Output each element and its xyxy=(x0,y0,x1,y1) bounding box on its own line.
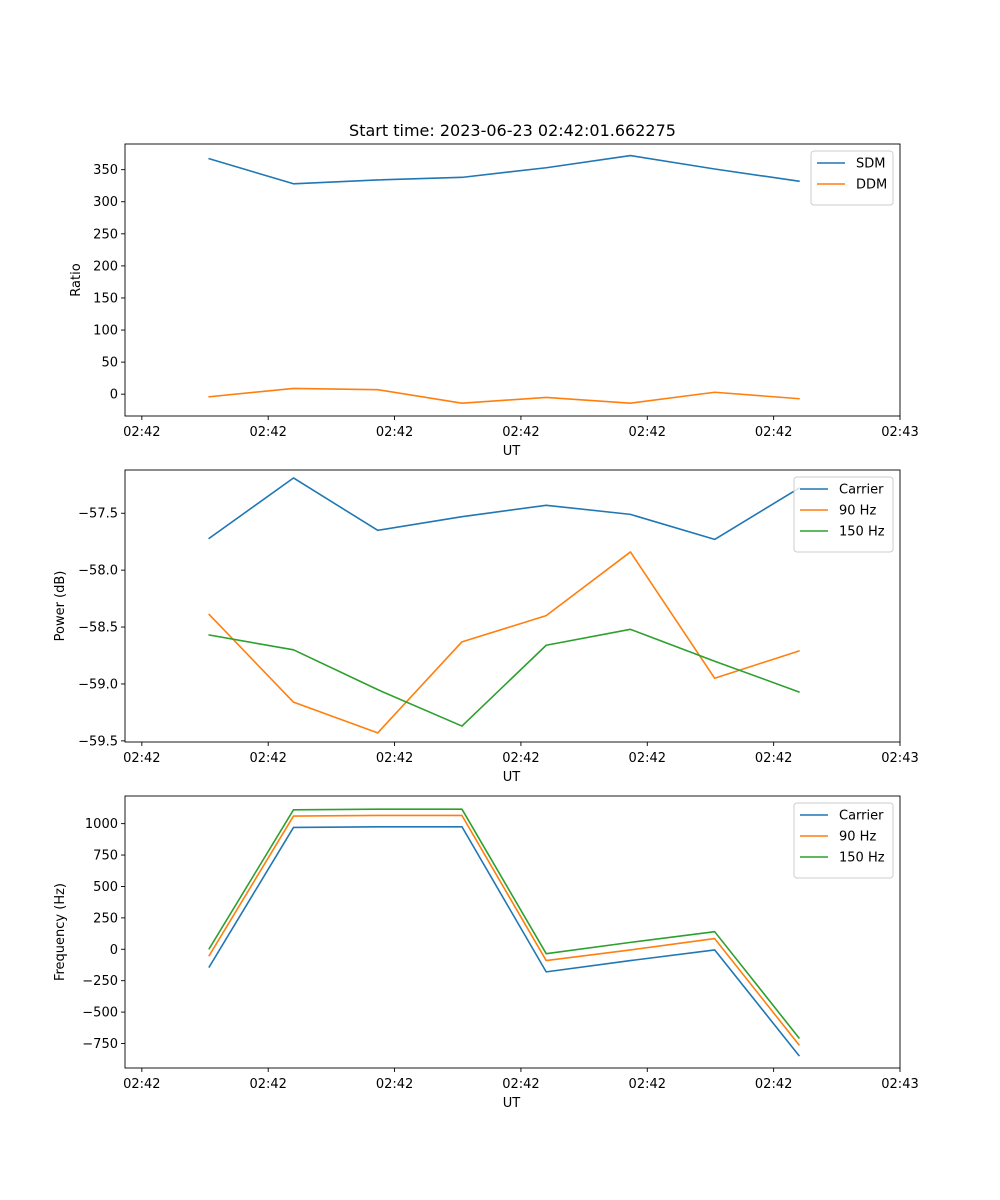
x-tick-label: 02:42 xyxy=(249,1077,286,1092)
x-tick-label: 02:42 xyxy=(629,425,666,440)
legend-frame xyxy=(810,150,894,206)
chart-panel-1: 02:42 02:42 02:42 02:42 02:42 02:42 02:43 0 50 10… xyxy=(69,143,919,459)
chart-panels: 02:42 02:42 02:42 02:42 02:42 02:42 02:43 0 50 10… xyxy=(53,143,919,1111)
x-tick-label: 02:42 xyxy=(376,1077,413,1092)
x-tick-label: 02:43 xyxy=(881,751,918,766)
x-tick-label: 02:42 xyxy=(502,751,539,766)
axes-frame xyxy=(124,469,901,743)
x-tick-label: 02:42 xyxy=(123,425,160,440)
x-axis-label: UT xyxy=(503,770,521,785)
y-tick-label: 50 xyxy=(101,356,118,371)
x-tick-label: 02:43 xyxy=(881,425,918,440)
legend-label: 90 Hz xyxy=(839,830,876,845)
series-line-90-hz xyxy=(208,814,801,1046)
legend: SDM DDM xyxy=(810,150,894,206)
y-tick-label: −57.5 xyxy=(78,507,118,522)
y-tick-label: −750 xyxy=(82,1037,118,1052)
series-line-ddm xyxy=(208,387,800,404)
x-tick-label: 02:42 xyxy=(249,751,286,766)
legend-label: 150 Hz xyxy=(839,525,885,540)
chart-panel-2: 02:42 02:42 02:42 02:42 02:42 02:42 02:43 −59.5… xyxy=(53,469,919,785)
series-line-carrier xyxy=(208,477,801,541)
y-tick-label: 200 xyxy=(93,259,118,274)
x-tick-label: 02:42 xyxy=(629,1077,666,1092)
series-line-150-hz xyxy=(208,808,801,1039)
chart-panel-3: 02:42 02:42 02:42 02:42 02:42 02:42 02:43 −750 −… xyxy=(53,795,919,1111)
series-line-150-hz xyxy=(208,628,800,727)
y-axis-label: Frequency (Hz) xyxy=(53,883,68,981)
y-tick-label: 250 xyxy=(93,227,118,242)
series-line-sdm xyxy=(208,154,800,185)
x-tick-label: 02:42 xyxy=(755,425,792,440)
y-tick-label: −500 xyxy=(82,1006,118,1021)
series-line-carrier xyxy=(208,825,801,1057)
x-axis-label: UT xyxy=(503,444,521,459)
axes-frame xyxy=(124,143,901,417)
x-tick-label: 02:42 xyxy=(755,751,792,766)
legend-label: SDM xyxy=(856,157,885,172)
x-axis-label: UT xyxy=(503,1096,521,1111)
y-tick-label: 100 xyxy=(93,324,118,339)
legend-label: DDM xyxy=(856,178,887,193)
legend-frame xyxy=(793,802,894,879)
y-tick-label: −250 xyxy=(82,974,118,989)
legend-label: Carrier xyxy=(839,483,884,498)
y-tick-label: 0 xyxy=(110,943,118,958)
y-tick-label: 0 xyxy=(110,388,118,403)
y-tick-label: 750 xyxy=(93,849,118,864)
y-axis-label: Power (dB) xyxy=(53,571,68,642)
y-tick-label: −58.0 xyxy=(78,564,118,579)
y-tick-label: −58.5 xyxy=(78,621,118,636)
y-tick-label: 150 xyxy=(93,291,118,306)
legend-label: Carrier xyxy=(839,809,884,824)
x-tick-label: 02:42 xyxy=(123,751,160,766)
x-tick-label: 02:42 xyxy=(755,1077,792,1092)
x-tick-label: 02:42 xyxy=(502,425,539,440)
x-tick-label: 02:42 xyxy=(123,1077,160,1092)
y-tick-label: 500 xyxy=(93,880,118,895)
legend-label: 90 Hz xyxy=(839,504,876,519)
legend-frame xyxy=(793,476,894,553)
y-tick-label: −59.5 xyxy=(78,734,118,749)
y-tick-label: 350 xyxy=(93,163,118,178)
axes-frame xyxy=(124,795,901,1069)
legend: Carrier 90 Hz 150 Hz xyxy=(793,802,894,879)
x-tick-label: 02:43 xyxy=(881,1077,918,1092)
x-tick-label: 02:42 xyxy=(249,425,286,440)
y-tick-label: 250 xyxy=(93,911,118,926)
x-tick-label: 02:42 xyxy=(629,751,666,766)
x-tick-label: 02:42 xyxy=(376,425,413,440)
x-tick-label: 02:42 xyxy=(376,751,413,766)
y-axis-label: Ratio xyxy=(69,263,84,296)
y-tick-label: 300 xyxy=(93,195,118,210)
figure-title: Start time: 2023-06-23 02:42:01.662275 xyxy=(349,121,676,140)
legend: Carrier 90 Hz 150 Hz xyxy=(793,476,894,553)
y-tick-label: −59.0 xyxy=(78,677,118,692)
legend-label: 150 Hz xyxy=(839,851,885,866)
series-line-90-hz xyxy=(208,551,800,734)
y-tick-label: 1000 xyxy=(85,817,118,832)
x-tick-label: 02:42 xyxy=(502,1077,539,1092)
